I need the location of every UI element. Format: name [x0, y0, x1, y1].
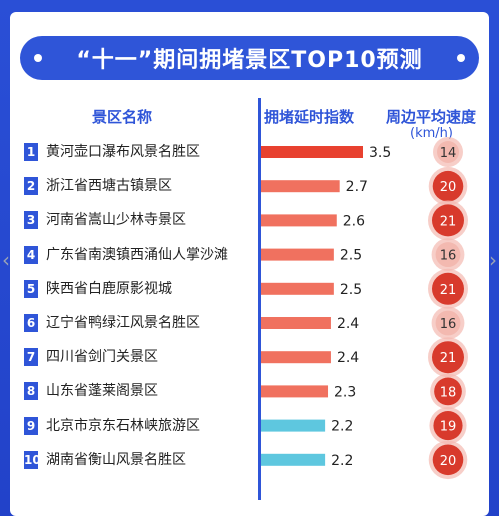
- speed-value-label: 18: [440, 385, 457, 400]
- speed-circle: [432, 444, 464, 476]
- speed-circle: [433, 411, 463, 441]
- index-bar: [261, 248, 334, 261]
- rank-badge: 8: [24, 382, 38, 401]
- category-label: 四川省剑门关景区: [46, 349, 158, 366]
- rank-badge: 5: [24, 279, 38, 298]
- speed-value-label: 21: [440, 351, 457, 366]
- category-label: 黄河壶口瀑布风景名胜区: [46, 144, 200, 160]
- speed-circle: [435, 310, 461, 336]
- header-speed-unit: (km/h): [410, 126, 453, 141]
- speed-value-label: 16: [440, 249, 457, 264]
- index-bar: [261, 317, 331, 329]
- chart-title-text: “十一”期间拥堵景区TOP10预测: [76, 48, 423, 73]
- index-value-label: 2.3: [334, 384, 356, 400]
- speed-circle: [435, 242, 461, 268]
- category-label: 陕西省白鹿原影视城: [46, 280, 172, 297]
- speed-value-label: 19: [440, 420, 457, 435]
- index-bar: [261, 146, 363, 158]
- speed-circle: [432, 272, 464, 305]
- category-label: 广东省南澳镇西涌仙人掌沙滩: [46, 246, 228, 263]
- index-value-label: 2.6: [343, 213, 365, 229]
- rank-badge: 2: [24, 177, 38, 196]
- axis-divider: [258, 98, 261, 500]
- index-bar: [261, 180, 340, 193]
- index-value-label: 2.7: [346, 179, 368, 195]
- rank-badge: 6: [24, 314, 38, 332]
- prev-arrow-icon[interactable]: ‹: [2, 248, 10, 272]
- index-bar: [261, 351, 331, 364]
- speed-circle: [432, 204, 464, 237]
- index-bar: [261, 453, 326, 466]
- index-value-label: 2.2: [331, 453, 353, 469]
- category-label: 浙江省西塘古镇景区: [46, 178, 172, 195]
- index-value-label: 2.5: [340, 282, 362, 298]
- index-bar: [261, 385, 329, 398]
- speed-circle: [432, 170, 464, 202]
- speed-circle: [432, 341, 464, 374]
- chart-card: [10, 12, 489, 516]
- index-value-label: 2.5: [340, 248, 362, 264]
- index-bar: [261, 214, 337, 227]
- index-value-label: 3.5: [369, 145, 391, 161]
- speed-value-label: 20: [440, 454, 457, 469]
- speed-value-label: 16: [440, 317, 457, 332]
- header-index: 拥堵延时指数: [264, 108, 355, 126]
- header-speed: 周边平均速度: [386, 108, 477, 126]
- speed-value-label: 21: [440, 283, 457, 298]
- index-bar: [261, 419, 326, 432]
- category-label: 河南省嵩山少林寺景区: [46, 212, 186, 229]
- next-arrow-icon[interactable]: ›: [489, 248, 497, 272]
- speed-circle: [437, 141, 459, 163]
- chart-title: “十一”期间拥堵景区TOP10预测: [20, 36, 479, 80]
- rank-badge: 1: [24, 143, 38, 161]
- speed-value-label: 20: [440, 180, 457, 195]
- index-value-label: 2.2: [331, 419, 353, 435]
- index-bar: [261, 282, 334, 295]
- category-label: 辽宁省鸭绿江风景名胜区: [46, 315, 200, 331]
- title-dot-left: [34, 54, 42, 62]
- header-name: 景区名称: [92, 108, 153, 126]
- category-label: 湖南省衡山风景名胜区: [46, 451, 186, 468]
- index-value-label: 2.4: [337, 316, 359, 332]
- speed-value-label: 21: [440, 214, 457, 229]
- speed-value-label: 14: [440, 146, 457, 161]
- rank-badge: 4: [24, 245, 38, 264]
- title-dot-right: [457, 54, 465, 62]
- rank-badge: 9: [24, 416, 38, 435]
- index-value-label: 2.4: [337, 350, 359, 366]
- speed-circle: [434, 377, 462, 406]
- rank-badge: 10: [24, 450, 41, 469]
- rank-badge: 3: [24, 211, 38, 230]
- category-label: 山东省蓬莱阁景区: [46, 383, 158, 400]
- category-label: 北京市京东石林峡旅游区: [46, 417, 200, 434]
- rank-badge: 7: [24, 348, 38, 367]
